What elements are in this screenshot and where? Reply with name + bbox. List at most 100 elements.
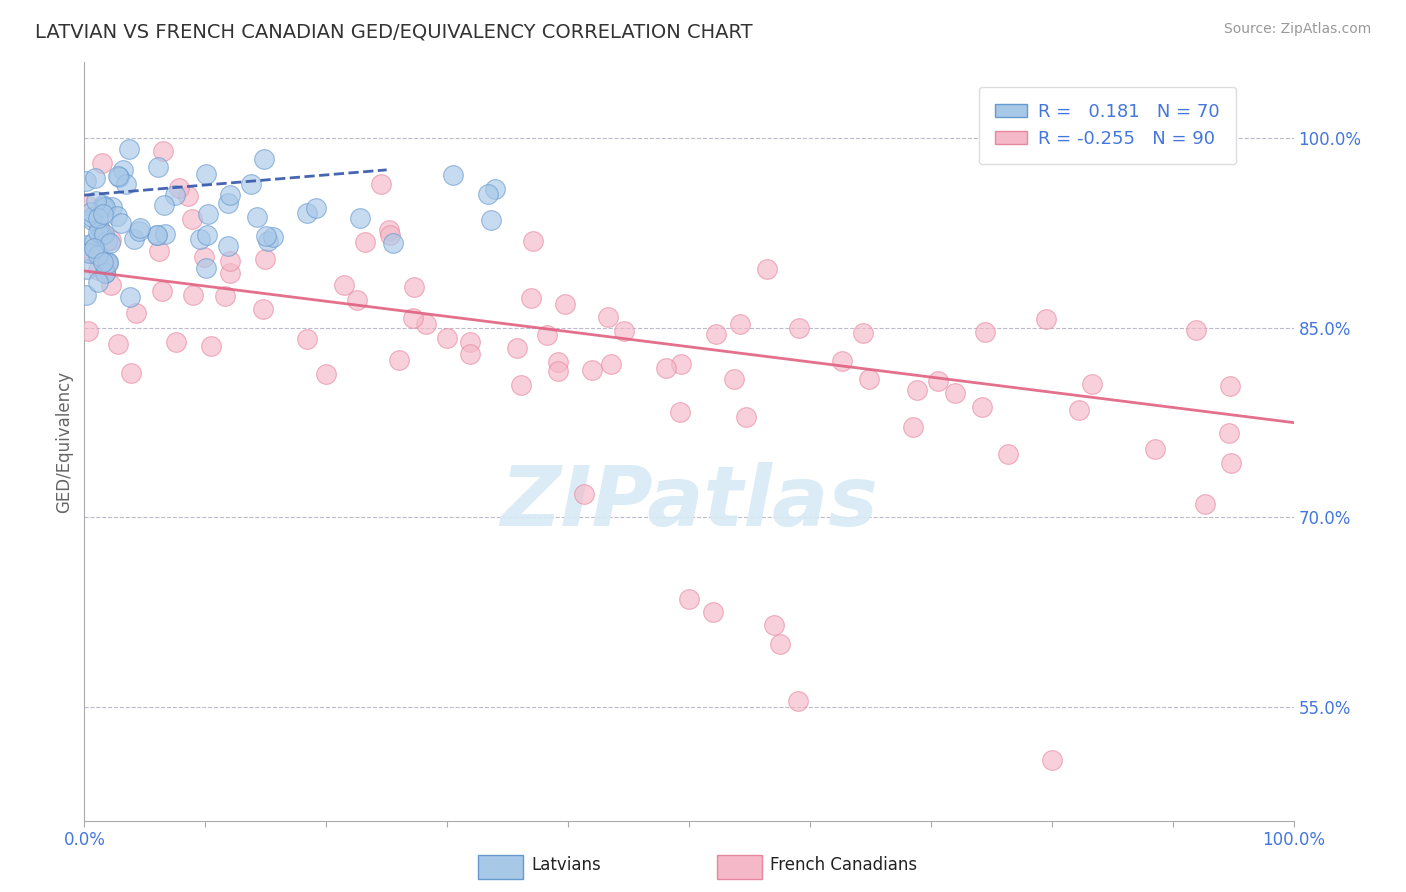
- Point: [536, 328, 558, 343]
- Point: [87, 276, 110, 290]
- Point: [100, 278, 122, 293]
- Point: [702, 605, 724, 619]
- Point: [380, 228, 402, 243]
- Point: [1035, 312, 1057, 326]
- Point: [404, 280, 426, 294]
- Point: [153, 197, 176, 211]
- Point: [970, 401, 993, 415]
- Point: [253, 152, 276, 166]
- Point: [90, 224, 112, 238]
- Point: [107, 337, 129, 351]
- Point: [105, 210, 128, 224]
- Point: [458, 347, 481, 361]
- Point: [927, 374, 949, 388]
- Point: [600, 357, 623, 371]
- Point: [94, 200, 117, 214]
- Point: [87, 248, 110, 262]
- Point: [596, 310, 619, 325]
- FancyBboxPatch shape: [717, 855, 762, 879]
- Point: [1218, 425, 1240, 440]
- Text: Source: ZipAtlas.com: Source: ZipAtlas.com: [1223, 22, 1371, 37]
- Point: [581, 362, 603, 376]
- Point: [655, 361, 678, 376]
- Point: [612, 324, 634, 338]
- Point: [786, 693, 808, 707]
- Point: [80, 213, 103, 227]
- Point: [86, 211, 108, 226]
- Point: [112, 162, 135, 177]
- Point: [115, 177, 138, 191]
- Point: [481, 213, 503, 227]
- Point: [305, 201, 328, 215]
- Point: [193, 251, 215, 265]
- Point: [194, 261, 217, 276]
- Point: [96, 257, 118, 271]
- Point: [484, 182, 506, 196]
- Point: [75, 288, 97, 302]
- Text: ZIPatlas: ZIPatlas: [501, 462, 877, 542]
- Point: [83, 235, 105, 250]
- Point: [93, 200, 115, 214]
- Point: [148, 244, 170, 258]
- Point: [117, 143, 139, 157]
- Point: [477, 187, 499, 202]
- Point: [256, 229, 278, 244]
- Point: [214, 289, 236, 303]
- Point: [297, 332, 319, 346]
- Point: [458, 335, 481, 350]
- Point: [755, 261, 778, 276]
- Point: [547, 364, 569, 378]
- Point: [333, 277, 356, 292]
- Point: [76, 238, 98, 252]
- Point: [678, 592, 700, 607]
- Point: [82, 210, 104, 224]
- FancyBboxPatch shape: [478, 855, 523, 879]
- Point: [83, 241, 105, 255]
- Point: [197, 207, 219, 221]
- Point: [217, 196, 239, 211]
- Point: [77, 245, 100, 260]
- Point: [155, 227, 177, 241]
- Point: [96, 235, 118, 249]
- Point: [574, 487, 596, 501]
- Point: [107, 169, 129, 184]
- Point: [520, 291, 543, 305]
- Point: [436, 331, 458, 345]
- Point: [80, 205, 103, 219]
- Point: [194, 167, 217, 181]
- Point: [90, 227, 112, 242]
- Point: [1219, 379, 1241, 393]
- Point: [377, 223, 399, 237]
- Point: [252, 302, 274, 317]
- Point: [240, 178, 263, 192]
- Point: [381, 235, 404, 250]
- Point: [669, 357, 692, 371]
- Point: [354, 235, 377, 249]
- Point: [704, 326, 727, 341]
- Point: [177, 189, 200, 203]
- Y-axis label: GED/Equivalency: GED/Equivalency: [55, 370, 73, 513]
- Point: [522, 235, 544, 249]
- Point: [87, 225, 110, 239]
- Point: [1194, 497, 1216, 511]
- Point: [76, 324, 98, 338]
- Point: [728, 317, 751, 331]
- Point: [152, 284, 174, 298]
- Point: [91, 254, 114, 268]
- Point: [901, 419, 924, 434]
- Point: [1144, 442, 1167, 456]
- Point: [120, 367, 142, 381]
- Point: [254, 252, 277, 267]
- Point: [506, 341, 529, 355]
- Point: [146, 228, 169, 243]
- Point: [146, 160, 169, 174]
- Point: [441, 168, 464, 182]
- Point: [858, 372, 880, 386]
- Point: [107, 169, 129, 183]
- Point: [94, 266, 117, 280]
- Point: [86, 263, 108, 277]
- Point: [349, 211, 371, 225]
- Point: [415, 318, 437, 332]
- Point: [82, 245, 104, 260]
- Point: [246, 210, 269, 224]
